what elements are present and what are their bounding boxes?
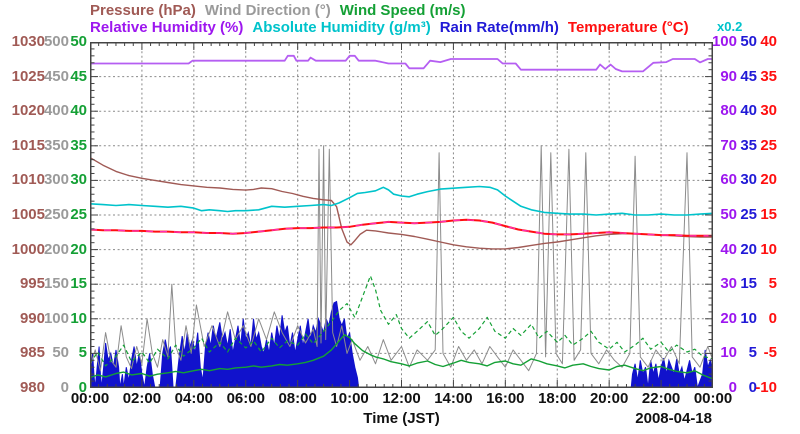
x-tick-label: 16:00	[486, 390, 525, 407]
legend-item: Absolute Humidity (g/m³)	[252, 19, 431, 36]
axis-tick-label: 0	[78, 379, 87, 396]
legend-item: Pressure (hPa)	[90, 2, 196, 19]
axis-tick-label: 25	[760, 136, 777, 154]
axis-tick-label: 985	[19, 344, 45, 362]
axis-tick-label: 35	[760, 67, 777, 85]
axis-tick-label: 25	[70, 206, 87, 223]
x-tick-label: 18:00	[538, 390, 577, 407]
axis-tick-label: -10	[755, 379, 777, 396]
axis-tick-label: 20	[70, 240, 87, 258]
axis-tick-label: 35	[70, 136, 87, 154]
axis-tick-label: 30	[720, 275, 737, 293]
axis-tick-label: 10	[70, 309, 87, 327]
axis-tick-label: 990	[19, 309, 45, 327]
axis-tick-label: 0	[60, 379, 69, 396]
axis-tick-label: 995	[19, 275, 45, 293]
axis-tick-label: 0	[728, 379, 737, 396]
axis-tick-label: 20	[760, 171, 777, 189]
axis-tick-label: 20	[720, 309, 737, 327]
x-tick-label: 20:00	[589, 390, 629, 407]
axis-tick-label: 35	[740, 136, 757, 154]
legend-item: Relative Humidity (%)	[90, 19, 244, 36]
axis-tick-label: 10	[720, 344, 737, 362]
axis-tick-label: 0	[768, 309, 777, 327]
axis-tick-label: 40	[740, 102, 757, 120]
axis-tick-label: 15	[70, 275, 87, 293]
x-tick-label: 12:00	[382, 390, 421, 407]
x-tick-label: 00:00	[70, 390, 110, 407]
axis-tick-label: 40	[720, 240, 737, 258]
x-tick-label: 02:00	[122, 390, 162, 407]
axis-tick-label: 980	[19, 379, 45, 396]
legend-item: Temperature (°C)	[567, 19, 689, 36]
axis-tick-label: 1025	[11, 67, 45, 85]
axis-tick-label: 40	[70, 102, 87, 120]
right-axis-relative-humidity: 100 90 80 70 60 50 40 30 20 10 0	[693, 0, 737, 434]
axis-tick-label: 300	[43, 171, 69, 189]
axis-tick-label: 10	[760, 240, 777, 258]
left-axis-pressure: 1030 1025 1020 1015 1010 1005 1000 995 990 985 980	[1, 0, 45, 434]
axis-tick-label: 1010	[11, 171, 45, 189]
axis-tick-label: 70	[720, 136, 737, 154]
axis-tick-label: 80	[720, 102, 737, 120]
axis-tick-label: 1015	[11, 136, 45, 154]
x-tick-label: 04:00	[174, 390, 214, 407]
axis-tick-label: 100	[711, 33, 737, 50]
axis-tick-label: 250	[43, 206, 69, 223]
legend-item: Rain Rate(mm/h)	[439, 19, 559, 36]
axis-tick-label: 15	[760, 206, 777, 223]
axis-tick-label: 200	[43, 240, 69, 258]
axis-tick-label: 0	[748, 379, 757, 396]
axis-tick-label: 15	[740, 275, 757, 293]
axis-tick-label: -5	[763, 344, 777, 362]
axis-tick-label: 45	[70, 67, 87, 85]
x-tick-label: 10:00	[330, 390, 369, 407]
axis-tick-label: 90	[720, 67, 737, 85]
axis-tick-label: 1030	[11, 33, 45, 50]
date-label: 2008-04-18	[635, 410, 712, 427]
axis-tick-label: 40	[760, 33, 777, 50]
axis-tick-label: 450	[43, 67, 69, 85]
x-tick-label: 22:00	[641, 390, 681, 407]
legend-row-1: Pressure (hPa) Wind Direction (°) Wind Spe…	[90, 3, 474, 19]
left-axis-wind-direction: 500 450 400 350 300 250 200 150 100 50 0	[25, 0, 69, 434]
x-axis-title: Time (JST)	[363, 410, 440, 427]
axis-tick-label: 50	[52, 344, 69, 362]
axis-tick-label: 500	[43, 33, 69, 50]
right-axis-temperature: 40 35 30 25 20 15 10 5 0 -5 -10	[733, 0, 777, 434]
axis-tick-label: 25	[740, 206, 757, 223]
axis-tick-label: 30	[760, 102, 777, 120]
axis-tick-label: 350	[43, 136, 69, 154]
left-axis-wind-speed: 50 45 40 35 30 25 20 15 10 5 0	[43, 0, 87, 434]
x-tick-label: 14:00	[434, 390, 473, 407]
plot-svg	[90, 42, 713, 388]
axis-tick-label: 5	[768, 275, 777, 293]
axis-tick-label: 10	[740, 309, 757, 327]
axis-tick-label: 50	[70, 33, 87, 50]
x-tick-label: 08:00	[278, 390, 317, 407]
axis-tick-label: 30	[740, 171, 757, 189]
axis-tick-label: 150	[43, 275, 69, 293]
legend-item: Wind Speed (m/s)	[339, 2, 466, 19]
axis-tick-label: 1020	[11, 102, 45, 120]
axis-tick-label: 1000	[11, 240, 45, 258]
axis-tick-label: 5	[748, 344, 757, 362]
axis-tick-label: 400	[43, 102, 69, 120]
legend-row-2: Relative Humidity (%) Absolute Humidity (…	[90, 20, 698, 36]
axis-tick-label: 50	[720, 206, 737, 223]
axis-tick-label: 30	[70, 171, 87, 189]
axis-tick-label: 5	[78, 344, 87, 362]
axis-tick-label: 100	[43, 309, 69, 327]
axis-tick-label: 50	[740, 33, 757, 50]
scale-note: x0.2	[717, 19, 743, 34]
axis-tick-label: 45	[740, 67, 757, 85]
x-tick-label: 06:00	[226, 390, 265, 407]
axis-tick-label: 1005	[11, 206, 45, 223]
right-axis-rain-rate: 50 45 40 35 30 25 20 15 10 5 0	[713, 0, 757, 434]
axis-tick-label: 60	[720, 171, 737, 189]
x-tick-label: 00:00	[693, 390, 733, 407]
axis-tick-label: 20	[740, 240, 757, 258]
legend-item: Wind Direction (°)	[204, 2, 331, 19]
